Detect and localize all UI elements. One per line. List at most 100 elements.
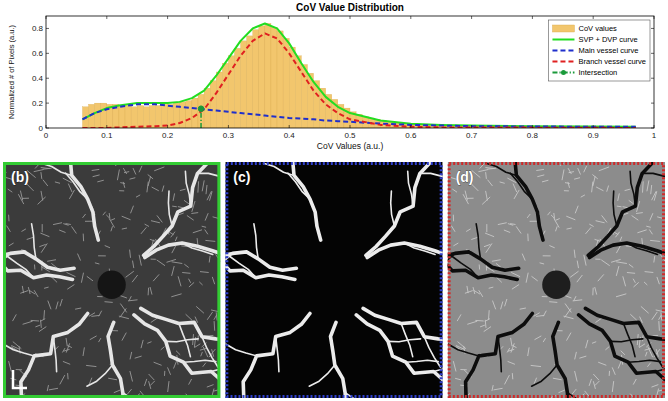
tick-y (46, 78, 49, 79)
vessel (202, 337, 218, 368)
panel-image (3, 162, 220, 398)
foveal-zone (542, 271, 570, 299)
tick-label-x: 0.9 (588, 131, 600, 140)
axis-title-x: CoV Values (a.u.) (317, 141, 384, 151)
vessel (627, 243, 658, 255)
panel-label: (c) (233, 169, 250, 185)
vessel (486, 163, 517, 175)
tick-label-y: 0.6 (32, 49, 44, 58)
vessel (424, 337, 440, 368)
vessel (408, 171, 413, 206)
histogram-bar (198, 94, 204, 128)
histogram-bar (125, 106, 131, 128)
panel-label: (b) (11, 169, 29, 185)
tick-y (46, 103, 49, 104)
chart-title: CoV Value Distribution (296, 2, 404, 13)
vessel (182, 243, 213, 255)
tick-x (471, 125, 472, 128)
legend-label: Main vessel curve (578, 46, 638, 55)
tick-label-x: 1 (652, 131, 657, 140)
tick-x (289, 125, 290, 128)
vessel (32, 224, 36, 259)
histogram-bar (95, 103, 101, 128)
tick-x-top (46, 16, 47, 19)
vessel (613, 191, 617, 226)
legend-swatch (552, 25, 574, 32)
vessel (4, 344, 35, 356)
tick-x-top (410, 16, 411, 19)
histogram-bar (192, 98, 198, 128)
vessel (141, 308, 221, 339)
vessel (108, 322, 135, 398)
vessel (420, 173, 443, 179)
histogram-bar (131, 107, 137, 128)
vessel (579, 315, 665, 398)
tick-label-x: 0.3 (223, 131, 235, 140)
histogram-bar (283, 38, 289, 128)
tick-x (228, 125, 229, 128)
legend-box (548, 20, 650, 81)
figure: CoV Value Distribution00.10.20.30.40.50.… (0, 0, 668, 401)
tick-x (410, 125, 411, 128)
histogram-bar (137, 106, 143, 128)
histogram-bar (101, 103, 107, 128)
histogram-bar (119, 106, 125, 128)
legend-label: Intersection (578, 68, 617, 77)
histogram-bar (222, 63, 228, 128)
stem-marker (198, 106, 204, 112)
curve (82, 104, 635, 126)
axis-title-y: Normalized # of Pixels (a.u.) (7, 24, 16, 119)
tick-label-x: 0.6 (405, 131, 417, 140)
vessel (236, 314, 310, 399)
tick-x (350, 125, 351, 128)
panel-border (449, 164, 663, 397)
histogram-bar (204, 88, 210, 128)
tick-label-y: 0 (39, 124, 44, 133)
tick-label-x: 0.1 (101, 131, 113, 140)
vessel (448, 344, 479, 356)
histogram-bar (149, 106, 155, 128)
tick-x (106, 125, 107, 128)
vessel (363, 308, 443, 339)
legend-swatch (552, 61, 574, 63)
vessel (388, 339, 421, 342)
vessel (145, 210, 221, 257)
tick-x (46, 125, 47, 128)
tick-x-top (167, 16, 168, 19)
legend-swatch (552, 50, 574, 52)
histogram-bar (277, 31, 283, 128)
histogram-bar (210, 81, 216, 128)
histogram-bar (289, 47, 295, 128)
vessel (498, 337, 501, 372)
histogram-bar (265, 23, 271, 128)
vessel (628, 360, 660, 362)
scale-bar (13, 370, 27, 388)
panel-image (448, 162, 665, 398)
panel-label: (d) (456, 169, 474, 185)
vessel (87, 365, 113, 386)
histogram-bar (155, 106, 161, 128)
histogram-bar (162, 104, 168, 128)
tick-x-top (350, 16, 351, 19)
image-panel: (d) (381, 93, 668, 401)
histogram-bar (253, 30, 259, 128)
legend-label: CoV values (578, 24, 617, 33)
vessel (611, 339, 643, 342)
tick-y-right (651, 28, 654, 29)
tick-label-x: 0 (44, 131, 49, 140)
vessel (225, 209, 296, 271)
tick-x-top (654, 16, 655, 19)
vessel (226, 344, 257, 356)
vessel (532, 365, 558, 386)
histogram-bar (271, 27, 277, 128)
vessel (585, 308, 665, 339)
vessel (647, 337, 663, 368)
tick-y-right (651, 103, 654, 104)
tick-y (46, 28, 49, 29)
tick-x (167, 125, 168, 128)
histogram-bar (216, 72, 222, 128)
vessel (553, 322, 580, 398)
tick-label-x: 0.7 (466, 131, 478, 140)
tick-label-x: 0.8 (527, 131, 539, 140)
vessel (276, 337, 279, 372)
